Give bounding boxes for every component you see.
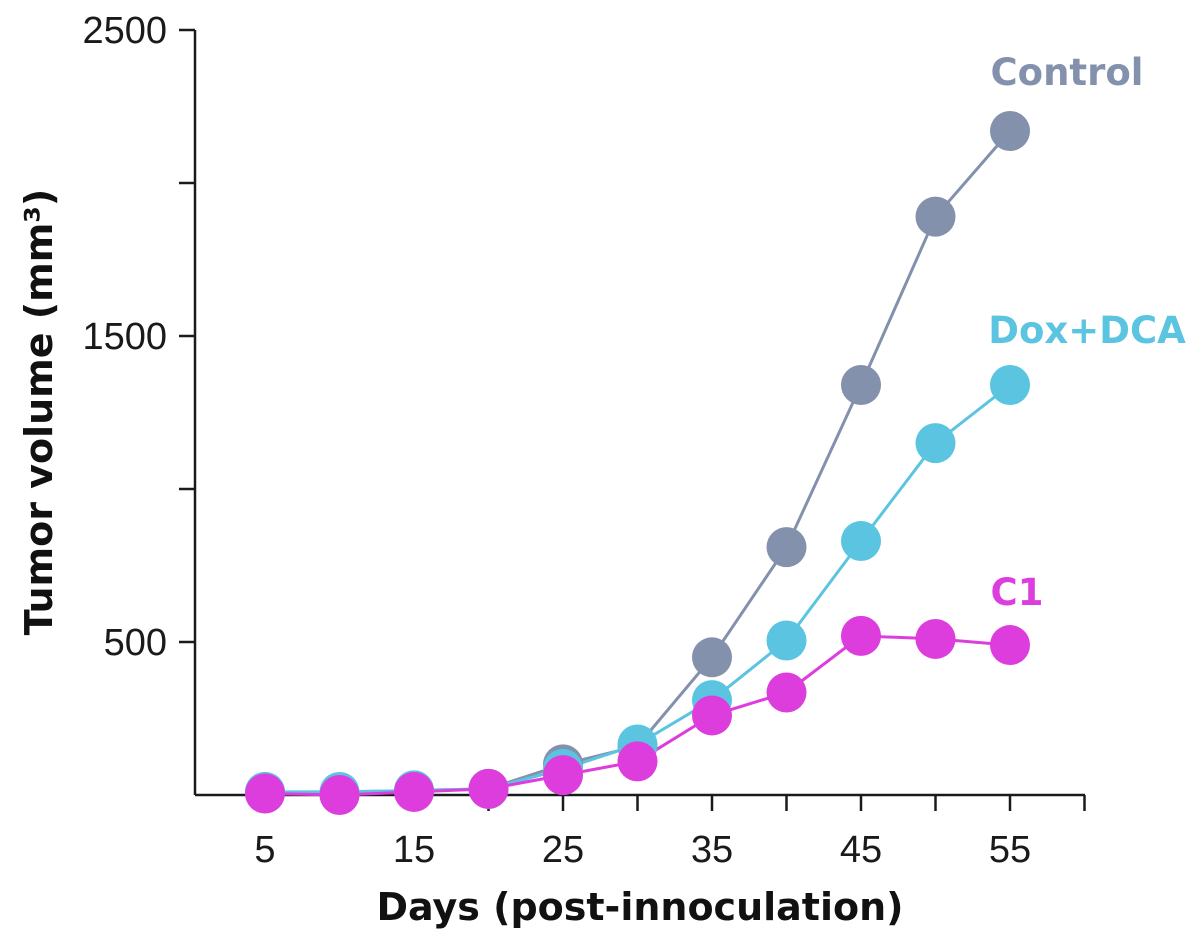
data-point-c1 [841, 615, 881, 656]
y-tick-label: 1500 [82, 316, 167, 358]
x-axis-title: Days (post-innoculation) [376, 885, 903, 929]
series-label-c1: C1 [991, 571, 1044, 614]
x-tick-label: 45 [840, 829, 882, 871]
data-point-c1 [617, 741, 658, 782]
data-point-c1 [394, 771, 434, 812]
data-point-c1 [543, 755, 583, 796]
series-line-control [264, 130, 1012, 796]
data-point-c1 [245, 773, 285, 814]
series-label-control: Control [991, 51, 1144, 94]
y-axis-title: Tumor volume (mm³) [17, 189, 61, 636]
series-lines [264, 130, 1012, 797]
y-tick-label: 500 [104, 622, 167, 664]
x-tick-label: 55 [989, 829, 1031, 871]
y-tick-label: 2500 [82, 10, 167, 52]
x-tick-label: 5 [254, 829, 275, 871]
data-point-control [766, 527, 807, 568]
data-point-control [915, 196, 956, 237]
data-point-dox-dca [841, 521, 881, 562]
x-tick-label: 35 [691, 829, 733, 871]
data-point-control [841, 364, 881, 405]
data-point-c1 [692, 695, 732, 736]
data-point-dox-dca [990, 364, 1030, 405]
data-point-c1 [990, 625, 1030, 666]
data-point-c1 [915, 618, 956, 659]
series-labels: Control Dox+DCA C1 [988, 51, 1186, 614]
axes: 2500 1500 500 5 15 25 35 45 55 [82, 10, 1086, 871]
x-tick-label: 15 [393, 829, 435, 871]
data-point-c1 [468, 768, 509, 809]
x-tick-label: 25 [542, 829, 584, 871]
data-point-c1 [766, 672, 807, 713]
data-point-control [990, 110, 1030, 151]
data-point-dox-dca [766, 620, 807, 661]
data-point-dox-dca [915, 423, 956, 464]
series-label-dox-dca: Dox+DCA [988, 309, 1186, 352]
data-point-control [692, 637, 732, 678]
data-point-c1 [319, 775, 360, 815]
series-points [245, 110, 1030, 815]
